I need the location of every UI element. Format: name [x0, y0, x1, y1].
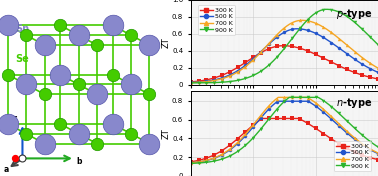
Point [23, 132, 29, 135]
Point [23, 34, 29, 37]
Point [5, 24, 11, 27]
Point [42, 93, 48, 96]
Point [128, 132, 134, 135]
Point [76, 34, 82, 37]
Point [57, 24, 63, 27]
Point [94, 142, 100, 145]
Point [128, 83, 134, 86]
Point [110, 73, 116, 76]
Point [94, 93, 100, 96]
Point [5, 122, 11, 125]
Point [128, 34, 134, 37]
Y-axis label: ZT: ZT [161, 37, 170, 48]
Point [146, 93, 152, 96]
Point [76, 132, 82, 135]
Text: Sn: Sn [15, 24, 29, 34]
Point [146, 44, 152, 46]
Point [146, 142, 152, 145]
Text: $\it{p}$-type: $\it{p}$-type [336, 7, 372, 21]
Text: a: a [4, 165, 9, 174]
Point [42, 44, 48, 46]
Text: c: c [13, 114, 18, 123]
Text: b: b [77, 157, 82, 166]
Point [12, 157, 18, 160]
Point [110, 122, 116, 125]
Point [94, 44, 100, 46]
Text: $\it{n}$-type: $\it{n}$-type [336, 96, 372, 110]
Point [110, 24, 116, 27]
Point [42, 142, 48, 145]
Text: Se: Se [15, 54, 29, 64]
Point [5, 73, 11, 76]
Point [57, 122, 63, 125]
Point [19, 157, 25, 160]
Point [76, 83, 82, 86]
Legend: 300 K, 500 K, 700 K, 900 K: 300 K, 500 K, 700 K, 900 K [334, 141, 371, 171]
Y-axis label: ZT: ZT [161, 128, 170, 139]
Point [23, 83, 29, 86]
Legend: 300 K, 500 K, 700 K, 900 K: 300 K, 500 K, 700 K, 900 K [198, 5, 235, 35]
Point [57, 73, 63, 76]
